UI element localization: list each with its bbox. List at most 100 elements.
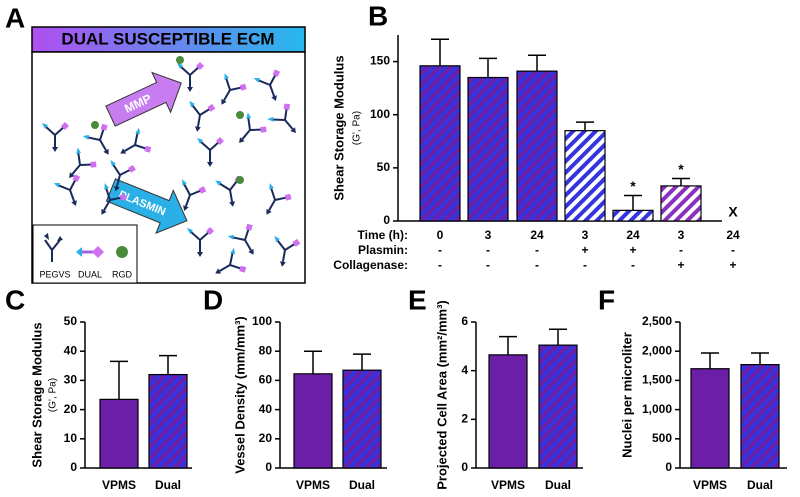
molecule-arm [223, 89, 231, 101]
molecule-end [239, 137, 245, 144]
molecule-end [120, 148, 127, 154]
molecule-end [274, 235, 280, 243]
molecule-end [183, 205, 189, 211]
y-tick-label: 30 [64, 373, 78, 387]
x-tick-label: Dual [155, 478, 181, 492]
molecule-end [198, 186, 207, 194]
molecule-arm [284, 119, 294, 130]
y-axis-sublabel: (G', Pa) [48, 378, 59, 412]
bar [148, 373, 188, 469]
molecule-end [267, 116, 274, 122]
row-value: - [731, 243, 735, 257]
x-tick-label: 24 [530, 228, 544, 242]
molecule-end [253, 77, 261, 83]
y-tick-label: 100 [252, 314, 272, 328]
molecule-end [266, 208, 272, 215]
y-tick-label: 60 [259, 373, 273, 387]
x-tick-label: VPMS [102, 478, 136, 492]
molecule [177, 62, 204, 92]
x-tick-label: 24 [726, 228, 740, 242]
row-value: - [486, 243, 490, 257]
molecule-end [144, 145, 152, 153]
molecule-arm [111, 163, 121, 176]
molecule-end [279, 261, 286, 267]
molecule-end [187, 87, 193, 92]
molecule-arm [281, 249, 286, 262]
bar [612, 209, 654, 222]
row-value: + [729, 258, 736, 272]
y-tick-label: 0 [461, 460, 468, 474]
dual-end [92, 246, 104, 258]
y-tick-label: 1,000 [642, 402, 672, 416]
legend-label: RGD [112, 269, 133, 279]
molecule-arm [57, 184, 71, 191]
pegvs-icon [44, 239, 61, 262]
x-tick-label: Dual [747, 478, 773, 492]
bar [99, 398, 139, 469]
molecule-arm [124, 144, 136, 152]
molecule-arm [229, 251, 234, 266]
y-tick-label: 40 [259, 402, 273, 416]
molecule [274, 235, 301, 267]
molecule [110, 160, 136, 192]
molecule [42, 122, 69, 152]
molecule-end [53, 182, 61, 188]
molecule-arm [269, 84, 276, 97]
y-tick-label: 2 [461, 412, 468, 426]
molecule-end [221, 98, 227, 105]
rgd-dot [176, 56, 184, 64]
x-tick-label: VPMS [693, 478, 727, 492]
molecule-arm [268, 199, 276, 211]
molecule-arm [269, 186, 276, 201]
molecule-arm [184, 194, 191, 207]
molecule-arm [189, 230, 201, 241]
molecule-end [119, 193, 127, 201]
molecule-end [229, 201, 236, 207]
panel-label: C [5, 284, 25, 315]
y-tick-label: 10 [64, 431, 78, 445]
molecule-arm [69, 189, 76, 202]
molecule [227, 223, 254, 255]
molecule-end [215, 180, 222, 186]
molecule-end [189, 100, 195, 108]
molecule-end [69, 172, 75, 179]
molecule-end [283, 103, 290, 110]
molecule [187, 227, 214, 257]
x-axis-label: Time (h): [358, 228, 408, 242]
molecule-end [113, 185, 120, 192]
panel-label: A [5, 2, 25, 33]
molecule-arm [179, 65, 191, 76]
molecule-arm [271, 118, 286, 121]
molecule-end [194, 126, 201, 132]
bar [342, 369, 382, 469]
molecule-arm [99, 139, 107, 151]
molecule-end [216, 137, 224, 145]
bar [488, 354, 528, 469]
molecule-arm [229, 189, 234, 202]
molecule-end [272, 69, 281, 77]
bar [740, 364, 780, 469]
molecule [82, 123, 109, 155]
y-tick-label: 50 [64, 314, 78, 328]
molecule-end [181, 179, 187, 186]
row-value: - [535, 258, 539, 272]
molecule-end [187, 228, 193, 234]
molecule-arm [44, 125, 56, 136]
molecule-end [101, 208, 107, 215]
molecule [239, 112, 267, 144]
molecule-end [260, 126, 267, 133]
rgd-dot [236, 176, 244, 184]
molecule-arm [218, 182, 231, 191]
bar [516, 70, 558, 222]
molecule-end [197, 252, 203, 257]
row-value: + [677, 258, 684, 272]
molecule-end [230, 247, 236, 254]
y-tick-label: 500 [652, 431, 672, 445]
significance-mark: X [728, 204, 738, 220]
molecule [53, 174, 81, 206]
molecule [215, 247, 247, 274]
y-axis-label: Shear Storage Modulus [29, 322, 44, 467]
molecule-end [245, 223, 253, 231]
molecule-end [271, 95, 277, 101]
